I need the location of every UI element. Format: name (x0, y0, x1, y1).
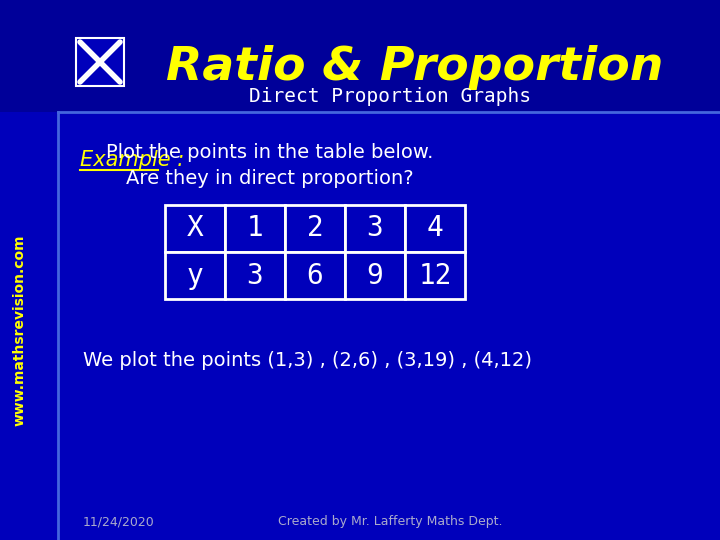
Text: 3: 3 (366, 214, 383, 242)
Text: 6: 6 (307, 261, 323, 289)
Text: Ratio & Proportion: Ratio & Proportion (166, 44, 664, 90)
Text: 1: 1 (247, 214, 264, 242)
Text: Plot the points in the table below.: Plot the points in the table below. (107, 143, 433, 161)
Text: 4: 4 (427, 214, 444, 242)
Text: Are they in direct proportion?: Are they in direct proportion? (126, 168, 414, 187)
Text: Example :: Example : (80, 150, 184, 170)
Text: 11/24/2020: 11/24/2020 (83, 516, 155, 529)
Bar (165, 205, 225, 252)
Bar (405, 252, 465, 299)
Bar (345, 252, 405, 299)
Bar (165, 252, 225, 299)
Text: X: X (186, 214, 203, 242)
Bar (345, 205, 405, 252)
Text: 2: 2 (307, 214, 323, 242)
Text: Created by Mr. Lafferty Maths Dept.: Created by Mr. Lafferty Maths Dept. (278, 516, 503, 529)
Bar (76, 38, 124, 86)
Text: We plot the points (1,3) , (2,6) , (3,19) , (4,12): We plot the points (1,3) , (2,6) , (3,19… (83, 350, 532, 369)
Bar (225, 205, 285, 252)
Text: www.mathsrevision.com: www.mathsrevision.com (13, 234, 27, 426)
Bar (0, 0, 720, 112)
Text: 9: 9 (366, 261, 383, 289)
Bar (285, 205, 345, 252)
Bar (225, 252, 285, 299)
Text: 3: 3 (247, 261, 264, 289)
Bar (285, 252, 345, 299)
Bar (405, 205, 465, 252)
Text: Direct Proportion Graphs: Direct Proportion Graphs (249, 87, 531, 106)
Text: 12: 12 (418, 261, 451, 289)
Text: y: y (186, 261, 203, 289)
